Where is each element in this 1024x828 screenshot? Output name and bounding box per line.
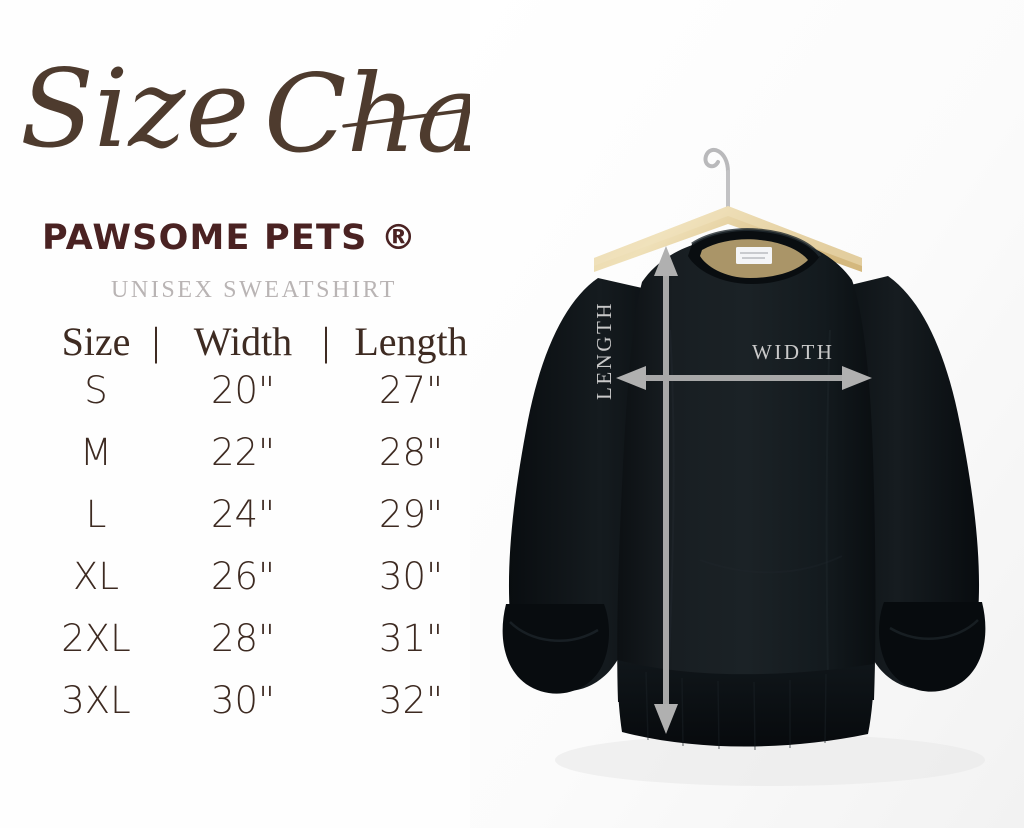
- table-row: S 20" 27": [34, 369, 504, 431]
- collar-rib-edge: [691, 228, 822, 257]
- cell-width: 28": [210, 617, 276, 660]
- table-row: 3XL 30" 32": [34, 679, 504, 741]
- cell-width: 22": [210, 431, 276, 474]
- left-cuff: [502, 604, 609, 694]
- cell-length: 30": [378, 555, 444, 598]
- cell-length: 32": [378, 679, 444, 722]
- size-table: Size | Width | Length S 20" 27" M 22" 28…: [34, 318, 504, 741]
- body-fold-right: [825, 329, 831, 685]
- measurement-arrows: [626, 262, 862, 716]
- body-fold-lower: [699, 555, 843, 574]
- table-row: L 24" 29": [34, 493, 504, 555]
- info-panel: Size Chart PAWSOME PETS ® UNISEX SWEATSH…: [20, 47, 514, 741]
- table-row: M 22" 28": [34, 431, 504, 493]
- length-arrowhead-bottom: [654, 704, 678, 734]
- neck-tag-text: [740, 252, 768, 259]
- garment-illustration: [470, 0, 1024, 828]
- cell-length: 29": [378, 493, 444, 536]
- hanger-icon: [594, 147, 862, 272]
- title-word-size: Size: [20, 47, 249, 172]
- left-cuff-fold: [509, 621, 599, 642]
- sweatshirt-body: [617, 235, 876, 702]
- cell-width: 26": [210, 555, 276, 598]
- cell-width: 30": [210, 679, 276, 722]
- column-header-length: Length: [354, 319, 468, 364]
- garment-type-label: UNISEX SWEATSHIRT: [110, 277, 398, 303]
- cell-size: S: [84, 369, 108, 412]
- cell-length: 31": [378, 617, 444, 660]
- cell-size: XL: [73, 555, 119, 598]
- column-header-width: Width: [193, 319, 293, 364]
- cell-size: L: [85, 493, 107, 536]
- garment-shadow: [555, 734, 985, 786]
- page-title: Size Chart: [20, 47, 514, 177]
- cell-length: 27": [378, 369, 444, 412]
- length-arrowhead-top: [654, 246, 678, 276]
- neck-tag: [736, 247, 772, 264]
- brand-name: PAWSOME PETS ®: [42, 218, 418, 258]
- hem-ribbing: [645, 671, 827, 751]
- body-fold-left: [667, 329, 675, 681]
- cell-size: M: [80, 431, 112, 474]
- width-arrowhead-right: [842, 366, 872, 390]
- cell-size: 3XL: [61, 679, 131, 722]
- cell-width: 24": [210, 493, 276, 536]
- hanger-hook: [703, 147, 730, 174]
- right-cuff-fold: [889, 619, 979, 640]
- garment-photo: WIDTH LENGTH: [470, 0, 1024, 828]
- table-row: 2XL 28" 31": [34, 617, 504, 679]
- table-header-row: Size | Width | Length: [34, 318, 504, 369]
- table-body: S 20" 27" M 22" 28" L 24" 29" XL 26": [34, 369, 504, 741]
- cell-length: 28": [378, 431, 444, 474]
- column-header-size: Size: [61, 319, 131, 364]
- arrowheads: [616, 246, 872, 734]
- cell-width: 20": [210, 369, 276, 412]
- right-cuff: [879, 602, 986, 692]
- width-arrowhead-left: [616, 366, 646, 390]
- cell-size: 2XL: [61, 617, 131, 660]
- table-row: XL 26" 30": [34, 555, 504, 617]
